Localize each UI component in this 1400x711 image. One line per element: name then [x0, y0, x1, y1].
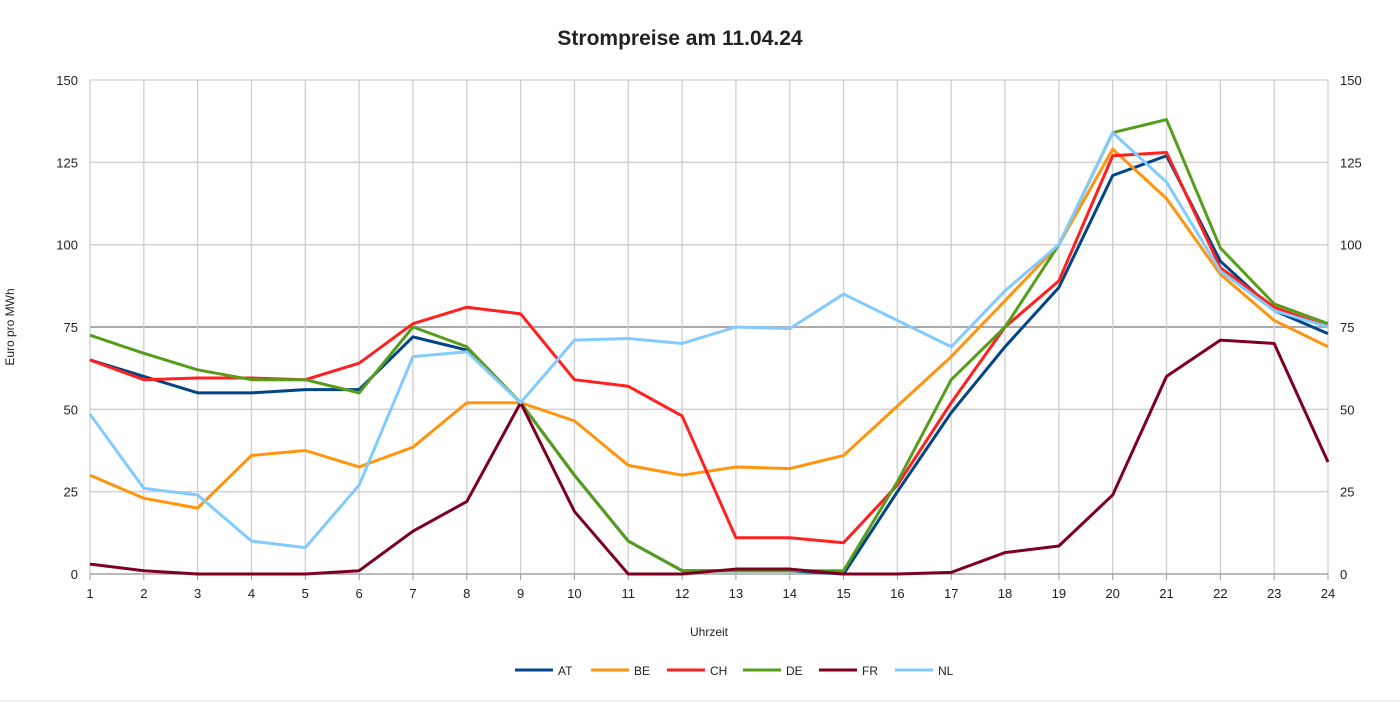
- x-tick-label: 12: [675, 586, 689, 601]
- series-line-be: [90, 149, 1328, 508]
- x-tick-label: 8: [463, 586, 470, 601]
- x-tick-label: 6: [356, 586, 363, 601]
- x-tick-label: 5: [302, 586, 309, 601]
- legend: AT BE CH DE FR NL: [515, 664, 954, 678]
- y-tick-label-right: 75: [1340, 320, 1354, 335]
- legend-label-at: AT: [558, 664, 573, 678]
- y-tick-label-right: 100: [1340, 238, 1362, 253]
- x-tick-label: 4: [248, 586, 255, 601]
- y-tick-label-left: 75: [64, 320, 78, 335]
- legend-label-be: BE: [634, 664, 650, 678]
- x-tick-label: 1: [86, 586, 93, 601]
- x-tick-label: 3: [194, 586, 201, 601]
- x-tick-label: 23: [1267, 586, 1281, 601]
- x-tick-label: 11: [622, 586, 636, 601]
- chart-title: Strompreise am 11.04.24: [557, 27, 802, 50]
- x-tick-label: 22: [1213, 586, 1227, 601]
- series-line-nl: [90, 133, 1328, 548]
- x-tick-label: 20: [1105, 586, 1119, 601]
- y-tick-label-right: 50: [1340, 402, 1354, 417]
- y-tick-label-left: 0: [71, 567, 78, 582]
- y-tick-label-left: 150: [56, 73, 78, 88]
- legend-label-fr: FR: [862, 664, 878, 678]
- x-tick-label: 10: [567, 586, 581, 601]
- x-tick-label: 17: [944, 586, 958, 601]
- x-tick-label: 16: [890, 586, 904, 601]
- x-tick-label: 13: [729, 586, 743, 601]
- series-line-at: [90, 156, 1328, 574]
- series-line-fr: [90, 340, 1328, 574]
- series-lines: [90, 120, 1328, 575]
- legend-label-nl: NL: [938, 664, 954, 678]
- y-tick-label-right: 125: [1340, 155, 1362, 170]
- y-tick-label-right: 25: [1340, 485, 1354, 500]
- series-line-ch: [90, 152, 1328, 542]
- y-tick-label-left: 50: [64, 402, 78, 417]
- x-tick-label: 24: [1321, 586, 1335, 601]
- y-tick-label-left: 125: [56, 155, 78, 170]
- x-tick-label: 14: [783, 586, 797, 601]
- y-tick-label-left: 25: [64, 485, 78, 500]
- x-tick-label: 9: [517, 586, 524, 601]
- x-tick-label: 2: [140, 586, 147, 601]
- legend-label-de: DE: [786, 664, 803, 678]
- series-line-de: [90, 120, 1328, 571]
- x-tick-label: 21: [1159, 586, 1173, 601]
- x-axis-label: Uhrzeit: [690, 625, 729, 639]
- y-tick-label-right: 150: [1340, 73, 1362, 88]
- x-tick-label: 18: [998, 586, 1012, 601]
- y-axis-label: Euro pro MWh: [3, 288, 17, 365]
- x-tick-label: 15: [836, 586, 850, 601]
- legend-label-ch: CH: [710, 664, 727, 678]
- y-tick-label-right: 0: [1340, 567, 1347, 582]
- x-tick-label: 7: [409, 586, 416, 601]
- y-tick-label-left: 100: [56, 238, 78, 253]
- x-tick-label: 19: [1052, 586, 1066, 601]
